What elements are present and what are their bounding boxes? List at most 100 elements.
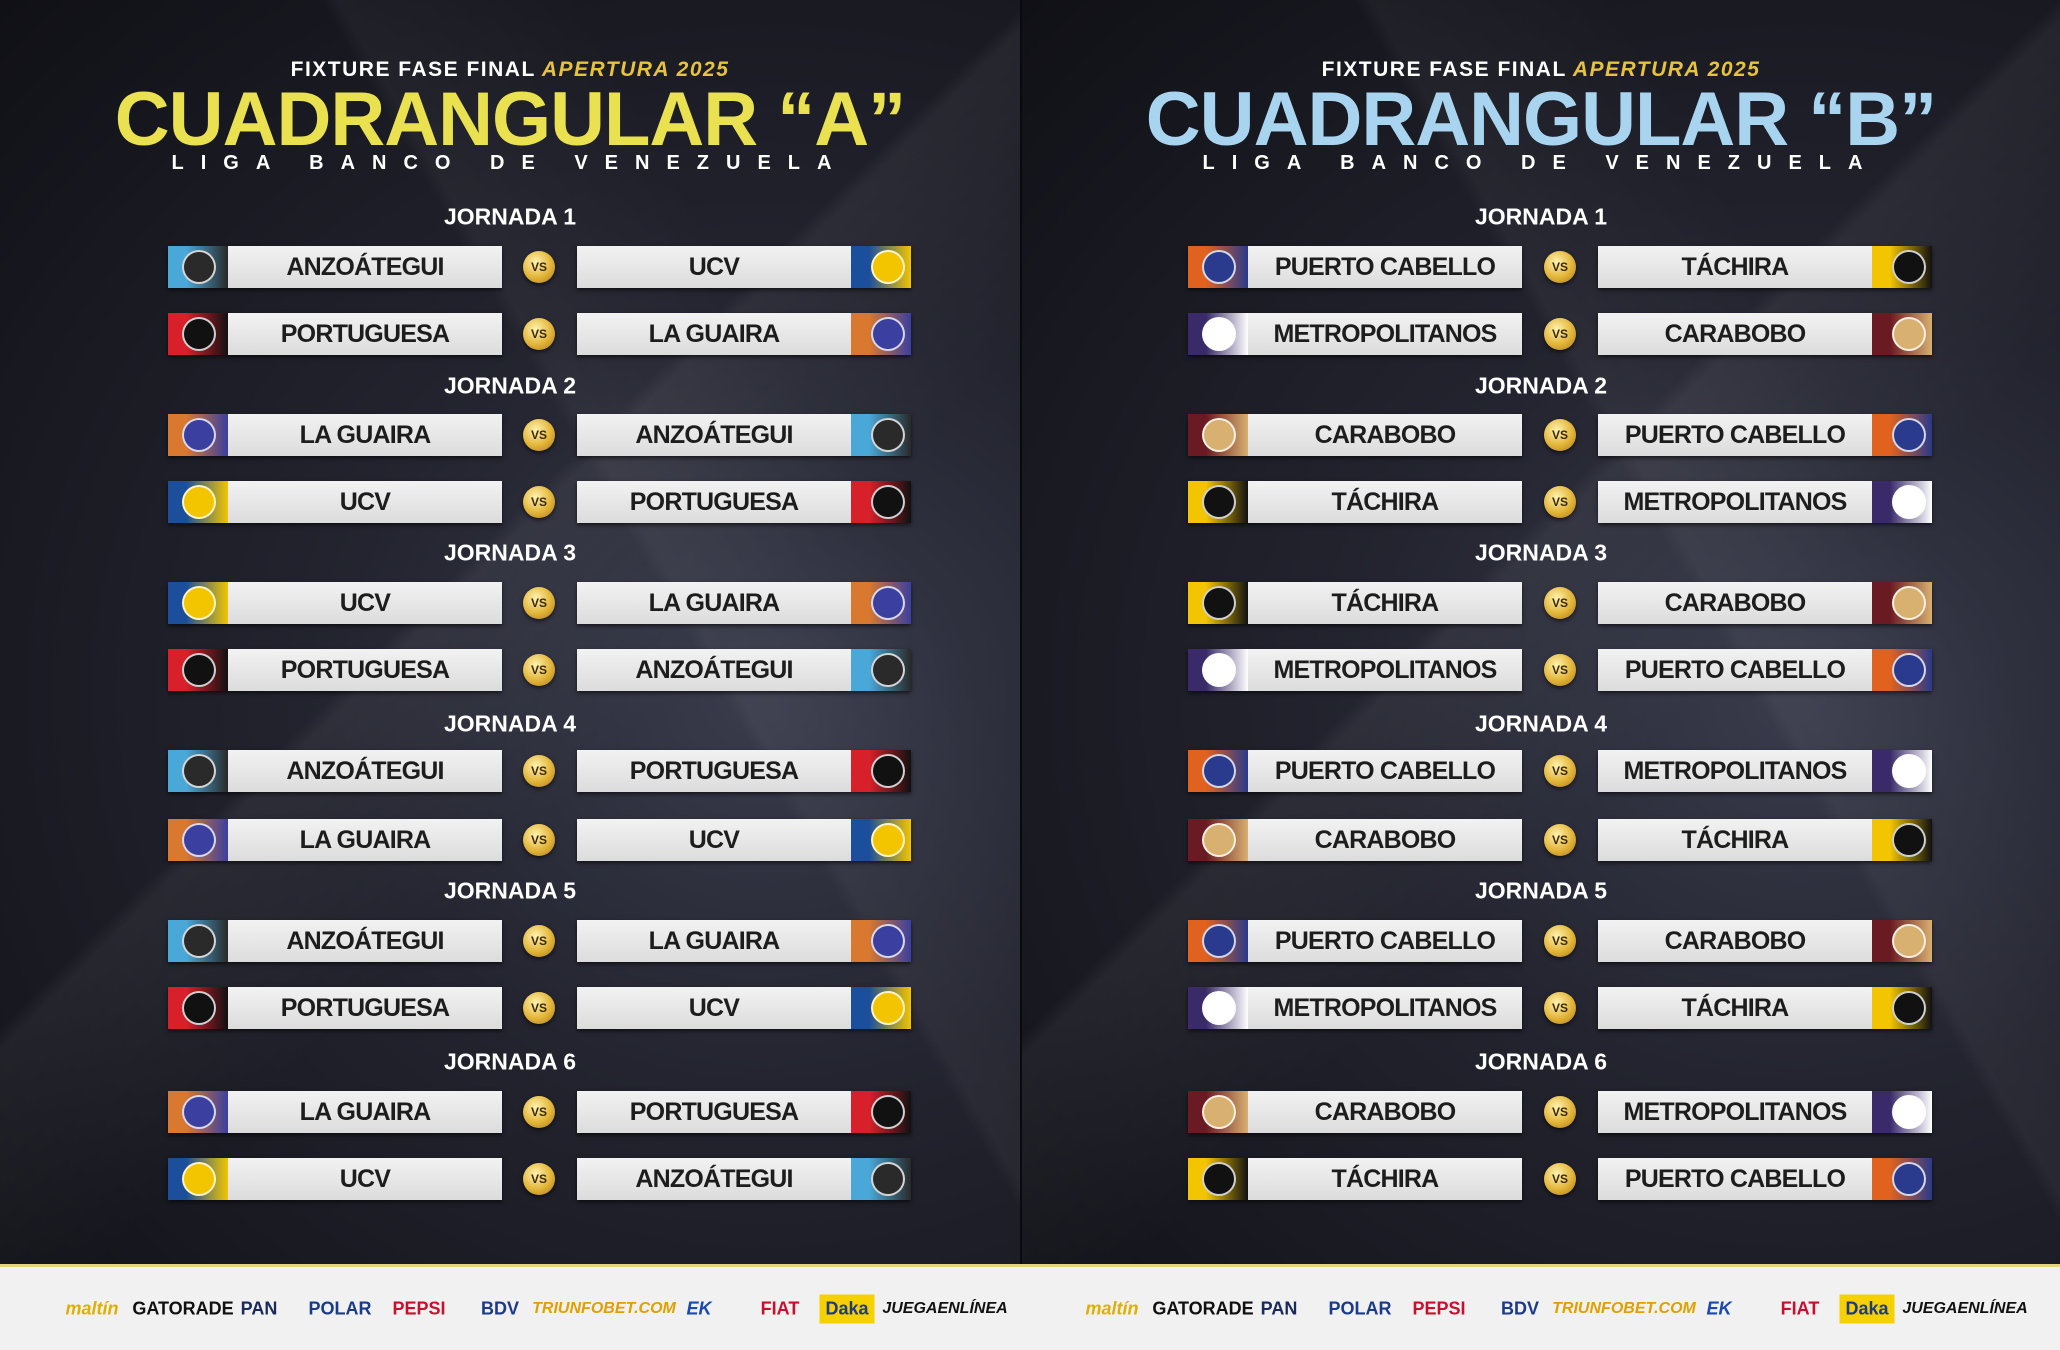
team-crest-icon	[1892, 924, 1926, 958]
jornada-header: JORNADA 4	[443, 710, 577, 737]
team-crest-icon	[1892, 754, 1926, 788]
home-team: METROPOLITANOS	[1188, 987, 1522, 1029]
home-team: PUERTO CABELLO	[1188, 920, 1522, 962]
team-crest-icon	[182, 317, 216, 351]
season-label: APERTURA 2025	[1572, 58, 1761, 81]
team-crest-icon	[1202, 317, 1236, 351]
away-team-name: CARABOBO	[1598, 920, 1872, 962]
away-team: CARABOBO	[1598, 920, 1932, 962]
team-crest-icon	[851, 649, 911, 691]
vs-badge: VS	[523, 1163, 555, 1195]
team-crest-icon	[1188, 920, 1248, 962]
team-crest-icon	[182, 823, 216, 857]
team-crest-icon	[1202, 418, 1236, 452]
vs-badge: VS	[523, 318, 555, 350]
team-crest-icon	[182, 991, 216, 1025]
away-team-name: CARABOBO	[1598, 313, 1872, 355]
home-team-name: LA GUAIRA	[228, 414, 502, 456]
home-team: LA GUAIRA	[168, 1091, 502, 1133]
team-crest-icon	[1872, 481, 1932, 523]
team-crest-icon	[851, 313, 911, 355]
team-crest-icon	[182, 250, 216, 284]
team-crest-icon	[168, 819, 228, 861]
team-crest-icon	[1892, 418, 1926, 452]
sponsor-logo-4: PEPSI	[1412, 1298, 1466, 1318]
home-team-name: METROPOLITANOS	[1248, 649, 1522, 691]
team-crest-icon	[182, 586, 216, 620]
home-team: PUERTO CABELLO	[1188, 246, 1522, 288]
away-team-name: CARABOBO	[1598, 582, 1872, 624]
team-crest-icon	[168, 582, 228, 624]
jornada-header: JORNADA 4	[1474, 710, 1608, 737]
home-team: TÁCHIRA	[1188, 582, 1522, 624]
vs-badge: VS	[523, 925, 555, 957]
team-crest-icon	[851, 1158, 911, 1200]
team-crest-icon	[168, 313, 228, 355]
team-crest-icon	[1892, 1095, 1926, 1129]
home-team-name: UCV	[228, 1158, 502, 1200]
home-team-name: TÁCHIRA	[1248, 582, 1522, 624]
league-name: LIGA BANCO DE VENEZUELA	[1202, 152, 1880, 174]
jornada-header: JORNADA 5	[1474, 877, 1608, 904]
sponsor-logo-2: PAN	[1260, 1298, 1298, 1318]
home-team: ANZOÁTEGUI	[168, 246, 502, 288]
team-crest-icon	[182, 653, 216, 687]
team-crest-icon	[1892, 586, 1926, 620]
away-team: LA GUAIRA	[577, 920, 911, 962]
team-crest-icon	[1188, 582, 1248, 624]
sponsor-logo-6: TRIUNFOBET.COM	[1552, 1299, 1696, 1317]
team-crest-icon	[1188, 481, 1248, 523]
team-crest-icon	[1892, 485, 1926, 519]
team-crest-icon	[851, 987, 911, 1029]
away-team: PORTUGUESA	[577, 750, 911, 792]
home-team-name: ANZOÁTEGUI	[228, 750, 502, 792]
away-team: TÁCHIRA	[1598, 819, 1932, 861]
team-crest-icon	[871, 991, 905, 1025]
home-team-name: UCV	[228, 481, 502, 523]
team-crest-icon	[1872, 246, 1932, 288]
jornada-header: JORNADA 3	[1474, 539, 1608, 566]
team-crest-icon	[1188, 1091, 1248, 1133]
team-crest-icon	[1202, 1162, 1236, 1196]
home-team: TÁCHIRA	[1188, 481, 1522, 523]
team-crest-icon	[1892, 1162, 1926, 1196]
away-team-name: LA GUAIRA	[577, 582, 851, 624]
team-crest-icon	[168, 1091, 228, 1133]
vs-badge: VS	[523, 992, 555, 1024]
team-crest-icon	[851, 246, 911, 288]
away-team-name: TÁCHIRA	[1598, 246, 1872, 288]
team-crest-icon	[182, 485, 216, 519]
team-crest-icon	[871, 653, 905, 687]
away-team: CARABOBO	[1598, 582, 1932, 624]
team-crest-icon	[1892, 250, 1926, 284]
away-team: ANZOÁTEGUI	[577, 414, 911, 456]
team-crest-icon	[1202, 991, 1236, 1025]
team-crest-icon	[1202, 754, 1236, 788]
team-crest-icon	[1188, 819, 1248, 861]
team-crest-icon	[1872, 819, 1932, 861]
home-team-name: ANZOÁTEGUI	[228, 920, 502, 962]
panel-divider	[1020, 0, 1022, 1264]
team-crest-icon	[851, 414, 911, 456]
away-team-name: PUERTO CABELLO	[1598, 1158, 1872, 1200]
vs-badge: VS	[523, 1096, 555, 1128]
sponsor-logo-1: GATORADE	[1152, 1298, 1254, 1318]
sponsor-logo-10: JUEGAENLÍNEA	[882, 1299, 1008, 1317]
home-team-name: TÁCHIRA	[1248, 1158, 1522, 1200]
team-crest-icon	[1872, 1091, 1932, 1133]
home-team-name: CARABOBO	[1248, 1091, 1522, 1133]
sponsor-bar: maltín GATORADE PAN POLAR PEPSI BDV TRIUNFOBET…	[0, 1264, 2060, 1350]
home-team: ANZOÁTEGUI	[168, 750, 502, 792]
vs-badge: VS	[1544, 1096, 1576, 1128]
away-team: METROPOLITANOS	[1598, 750, 1932, 792]
sponsor-logo-5: BDV	[480, 1298, 520, 1318]
team-crest-icon	[168, 987, 228, 1029]
team-crest-icon	[871, 924, 905, 958]
home-team-name: PUERTO CABELLO	[1248, 920, 1522, 962]
sponsor-logo-7: EK	[1706, 1298, 1732, 1318]
sponsor-logo-8: FIAT	[760, 1298, 800, 1318]
away-team-name: METROPOLITANOS	[1598, 1091, 1872, 1133]
team-crest-icon	[871, 1095, 905, 1129]
sponsor-logo-4: PEPSI	[392, 1298, 446, 1318]
away-team-name: TÁCHIRA	[1598, 987, 1872, 1029]
